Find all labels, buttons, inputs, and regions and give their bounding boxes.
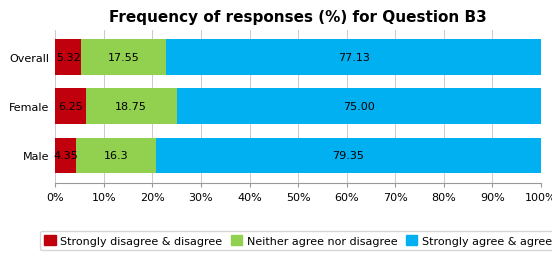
Text: 17.55: 17.55 xyxy=(108,53,140,62)
Text: 6.25: 6.25 xyxy=(58,102,83,112)
Bar xyxy=(81,40,166,75)
Bar xyxy=(76,138,156,173)
Bar xyxy=(55,40,81,75)
Bar xyxy=(86,89,177,124)
Text: 75.00: 75.00 xyxy=(343,102,375,112)
Bar xyxy=(55,138,76,173)
Text: 77.13: 77.13 xyxy=(338,53,370,62)
Text: 18.75: 18.75 xyxy=(115,102,147,112)
Bar xyxy=(156,138,541,173)
Text: 5.32: 5.32 xyxy=(56,53,81,62)
Text: 79.35: 79.35 xyxy=(332,151,364,161)
Text: 4.35: 4.35 xyxy=(54,151,78,161)
Text: 16.3: 16.3 xyxy=(104,151,128,161)
Bar xyxy=(166,40,541,75)
Bar xyxy=(177,89,541,124)
Bar xyxy=(55,89,86,124)
Legend: Strongly disagree & disagree, Neither agree nor disagree, Strongly agree & agree: Strongly disagree & disagree, Neither ag… xyxy=(40,231,552,250)
Title: Frequency of responses (%) for Question B3: Frequency of responses (%) for Question … xyxy=(109,10,487,25)
